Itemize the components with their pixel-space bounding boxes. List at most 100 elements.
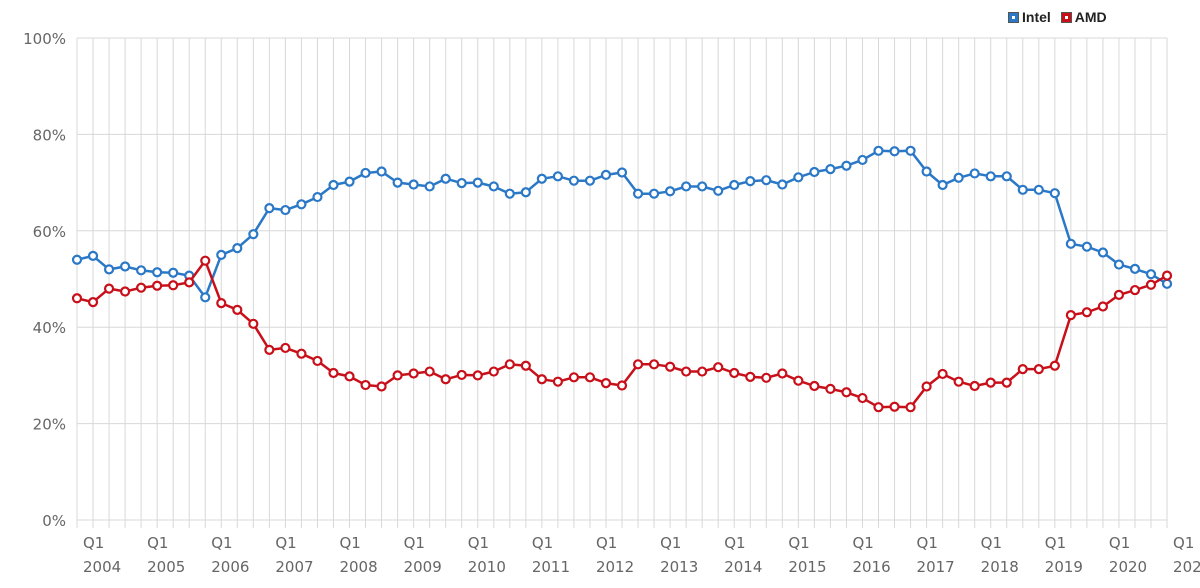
- data-point-intel: [216, 249, 227, 260]
- data-point-amd: [937, 368, 948, 380]
- data-point-amd: [825, 383, 836, 394]
- data-point-intel: [921, 166, 932, 177]
- y-tick-label: 100%: [23, 30, 66, 48]
- data-point-intel: [119, 261, 131, 272]
- data-point-intel: [1113, 259, 1125, 270]
- data-point-amd: [296, 348, 307, 359]
- data-point-amd: [520, 360, 531, 371]
- x-tick-label-quarter: Q1: [211, 534, 232, 552]
- data-point-intel: [136, 265, 147, 276]
- data-point-amd: [1145, 279, 1157, 290]
- x-tick-label-year: 2021: [1173, 558, 1200, 576]
- x-tick-label-year: 2009: [404, 558, 442, 576]
- data-point-amd: [392, 370, 403, 381]
- data-point-amd: [1161, 270, 1173, 281]
- x-tick-label-year: 2013: [660, 558, 698, 576]
- data-point-intel: [697, 181, 708, 192]
- legend: Intel AMD: [1008, 9, 1111, 25]
- data-point-amd: [632, 359, 644, 370]
- y-tick-label: 80%: [33, 126, 66, 144]
- data-point-intel: [376, 166, 387, 177]
- data-point-amd: [312, 355, 323, 367]
- data-point-amd: [1113, 289, 1125, 301]
- x-tick-label-quarter: Q1: [83, 534, 104, 552]
- data-point-intel: [248, 229, 259, 240]
- data-point-intel: [568, 175, 580, 186]
- x-tick-label-year: 2005: [147, 558, 185, 576]
- data-point-amd: [584, 372, 596, 383]
- data-point-intel: [296, 199, 307, 210]
- data-point-intel: [312, 191, 323, 203]
- x-tick-label-quarter: Q1: [468, 534, 489, 552]
- data-point-amd: [1097, 301, 1109, 312]
- data-point-intel: [536, 173, 547, 184]
- data-point-intel: [1161, 278, 1173, 289]
- x-tick-label-year: 2004: [83, 558, 121, 576]
- data-point-amd: [873, 402, 884, 413]
- data-point-intel: [809, 166, 820, 178]
- data-point-intel: [264, 203, 275, 214]
- data-point-amd: [921, 381, 932, 392]
- data-point-intel: [761, 175, 772, 186]
- data-point-amd: [424, 366, 435, 377]
- y-tick-label: 60%: [33, 223, 66, 241]
- data-point-amd: [1033, 364, 1044, 375]
- data-point-intel: [520, 187, 531, 198]
- data-point-amd: [103, 283, 115, 294]
- data-point-intel: [344, 176, 355, 187]
- data-point-intel: [552, 171, 564, 182]
- data-point-amd: [665, 361, 676, 372]
- data-point-amd: [248, 318, 259, 329]
- data-point-intel: [328, 179, 339, 191]
- data-point-amd: [344, 371, 355, 382]
- data-point-intel: [937, 179, 948, 191]
- data-point-intel: [616, 167, 628, 178]
- data-point-amd: [969, 380, 980, 392]
- data-point-intel: [1129, 263, 1141, 274]
- x-tick-label-quarter: Q1: [724, 534, 745, 552]
- data-point-amd: [232, 304, 243, 315]
- data-point-intel: [280, 204, 291, 216]
- data-point-amd: [729, 367, 740, 379]
- data-point-amd: [152, 280, 163, 291]
- data-point-amd: [648, 359, 660, 370]
- data-point-amd: [1129, 284, 1141, 296]
- data-point-amd: [568, 372, 580, 383]
- data-point-intel: [777, 179, 788, 190]
- data-point-amd: [905, 402, 916, 413]
- data-point-amd: [616, 380, 628, 391]
- x-tick-label-quarter: Q1: [1045, 534, 1066, 552]
- x-tick-label-year: 2008: [339, 558, 377, 576]
- data-point-intel: [71, 254, 83, 265]
- x-tick-label-quarter: Q1: [339, 534, 360, 552]
- data-point-intel: [1049, 188, 1060, 199]
- data-point-amd: [440, 374, 451, 385]
- data-point-amd: [985, 377, 996, 388]
- x-tick-label-year: 2007: [275, 558, 313, 576]
- data-point-intel: [1001, 171, 1012, 182]
- data-point-amd: [841, 387, 852, 398]
- data-point-intel: [889, 146, 900, 157]
- x-tick-label-year: 2014: [724, 558, 762, 576]
- data-point-intel: [1097, 247, 1109, 258]
- data-point-intel: [600, 169, 612, 180]
- x-tick-label-quarter: Q1: [788, 534, 809, 552]
- data-point-amd: [889, 401, 900, 412]
- data-point-amd: [1049, 360, 1060, 371]
- data-point-intel: [713, 185, 724, 196]
- data-point-intel: [1017, 184, 1028, 195]
- data-point-intel: [841, 160, 852, 171]
- legend-item-intel[interactable]: Intel: [1008, 9, 1051, 25]
- data-point-intel: [504, 188, 515, 199]
- x-tick-label-year: 2020: [1109, 558, 1147, 576]
- data-point-intel: [905, 145, 916, 156]
- legend-label-amd: AMD: [1074, 9, 1107, 25]
- data-point-intel: [1065, 238, 1076, 249]
- data-point-intel: [857, 154, 868, 166]
- data-point-intel: [168, 267, 179, 278]
- x-tick-label-quarter: Q1: [1109, 534, 1130, 552]
- data-point-amd: [600, 378, 612, 389]
- data-point-amd: [1065, 310, 1076, 321]
- data-point-amd: [328, 367, 339, 379]
- legend-item-amd[interactable]: AMD: [1060, 9, 1107, 25]
